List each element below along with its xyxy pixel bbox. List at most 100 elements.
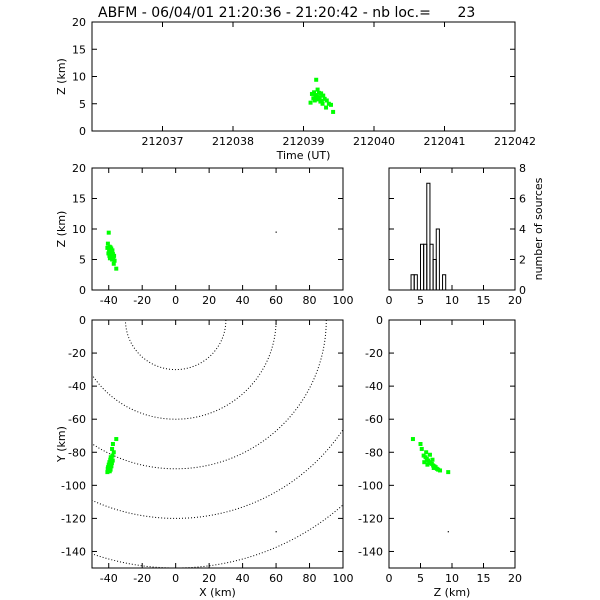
y-tick-label: 0 [519,284,526,297]
x-tick-label: 0 [172,294,179,307]
source-point [316,97,321,102]
y-tick-label: 5 [79,254,86,267]
source-point [322,96,327,101]
y-tick-label: -60 [68,413,86,426]
height-y-panel: 0 5 10 15 20 -140 -120 -100 -80 -60 -40 -20 0 Z (km) [358,314,522,599]
source-point [430,457,435,462]
y-tick-label: 5 [79,98,86,111]
source-point [114,266,119,271]
source-point [105,470,110,475]
source-point [110,458,115,463]
y-tick-label: 0 [79,125,86,138]
y-tick-label: -20 [365,347,383,360]
source-point [111,450,116,455]
y-tick-label: -120 [358,512,383,525]
x-tick-label: 60 [269,294,283,307]
y-tick-label: 10 [72,71,86,84]
x-tick-label: 212039 [283,135,325,148]
source-point [317,95,322,100]
source-point [308,100,313,105]
source-point [318,99,323,104]
source-points [308,77,336,114]
y-tick-label: -80 [365,446,383,459]
source-point [419,446,424,451]
x-tick-label: 80 [303,294,317,307]
time-height-panel: 212037 212038 212039 212040 212041 212042 0 5 10… [55,16,536,162]
y-tick-label: -140 [358,545,383,558]
source-point [105,241,110,246]
x-tick-label: 20 [202,572,216,585]
x-tick-label: 212042 [494,135,536,148]
source-point [328,102,333,107]
source-point [114,437,119,442]
y-tick-label: 15 [72,193,86,206]
y-axis-label: Y (km) [55,426,68,463]
y-tick-label: 0 [79,284,86,297]
station-marker [447,531,449,533]
y-tick-label: 0 [79,314,86,327]
plot-frame [91,21,516,132]
y-tick-label: -100 [358,479,383,492]
source-point [311,96,316,101]
y-tick-label: -40 [68,380,86,393]
plan-view-panel: -40 -20 0 20 40 60 80 100 -140 -120 -100 -80 -60 -40 -… [55,314,354,599]
x-tick-label: 100 [333,294,354,307]
y-tick-label: 20 [72,162,86,175]
y-tick-label: -20 [68,347,86,360]
y-tick-label: 8 [519,162,526,175]
x-tick-label: 20 [508,572,522,585]
x-tick-label: 212040 [353,135,395,148]
y-tick-label: -120 [61,512,86,525]
x-height-panel: -40 -20 0 20 40 60 80 100 0 5 10 15 20 Z (km) [55,162,354,307]
source-point [418,442,423,446]
plot-frame [91,167,344,291]
range-rings [92,320,343,568]
histogram-bar [442,274,447,291]
y-axis-label: Z (km) [55,211,68,248]
x-axis-label: X (km) [199,586,236,599]
source-point [314,77,319,82]
source-point [317,90,322,95]
y-tick-label: -140 [61,545,86,558]
source-point [315,87,320,92]
y-tick-label: 0 [376,314,383,327]
x-tick-label: -20 [133,294,151,307]
x-axis-label: Time (UT) [276,149,331,162]
x-tick-label: 20 [202,294,216,307]
source-points [105,437,119,475]
range-ring [124,320,227,371]
x-tick-label: 0 [172,572,179,585]
source-point [107,469,112,474]
histogram-bar [413,274,418,291]
y-axis-label: Z (km) [55,58,68,95]
source-point [110,446,115,451]
source-point [108,457,113,462]
y-tick-label: -100 [61,479,86,492]
source-point [331,109,336,114]
station-marker [275,231,277,233]
x-tick-label: 10 [445,572,459,585]
source-point [107,256,112,261]
y-tick-label: -60 [365,413,383,426]
range-ring [92,320,277,420]
x-tick-label: 20 [508,294,522,307]
y-tick-label: 6 [519,193,526,206]
source-point [424,450,429,455]
x-tick-label: 0 [386,294,393,307]
x-tick-label: 15 [477,572,491,585]
x-tick-label: 10 [445,294,459,307]
x-tick-label: 0 [386,572,393,585]
source-point [110,442,115,446]
x-tick-label: 212037 [142,135,184,148]
x-tick-label: 212041 [424,135,466,148]
plot-frame [388,167,516,291]
x-tick-label: 212038 [212,135,254,148]
x-tick-label: 60 [269,572,283,585]
source-point [324,98,329,103]
y-tick-label: -40 [365,380,383,393]
source-point [326,101,331,106]
source-point [319,91,324,96]
x-tick-label: 5 [417,572,424,585]
source-point [314,94,319,99]
